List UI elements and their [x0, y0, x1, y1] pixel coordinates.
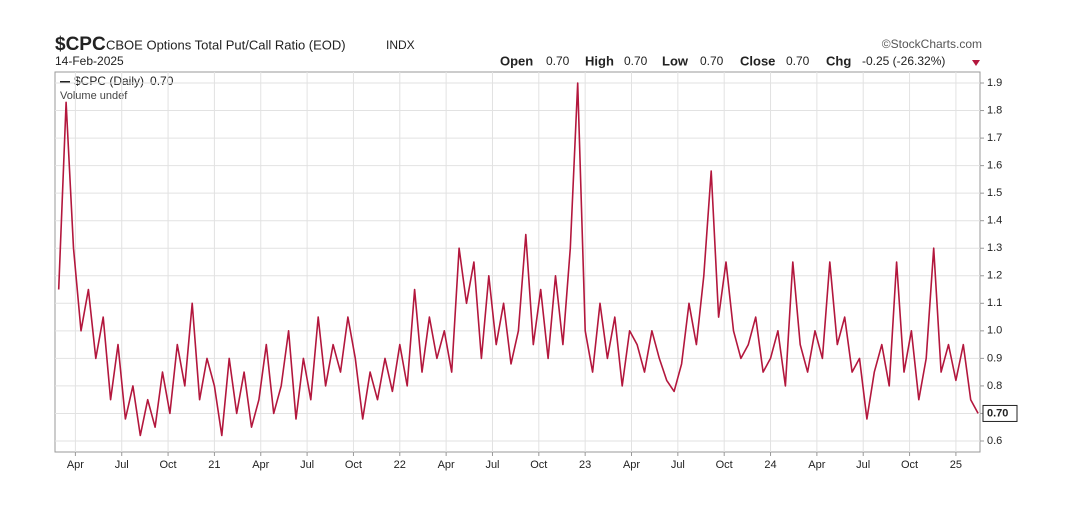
x-tick-label: Apr	[252, 459, 269, 471]
y-tick-label: 0.6	[987, 435, 1002, 447]
x-tick-label: Apr	[623, 459, 640, 471]
x-tick-label: Oct	[345, 459, 362, 471]
x-tick-label: Jul	[300, 459, 314, 471]
line	[57, 82, 979, 437]
symbol: $CPC	[55, 34, 106, 55]
exchange: INDX	[386, 38, 415, 52]
x-tick-label: Apr	[808, 459, 825, 471]
x-tick-label: Oct	[901, 459, 918, 471]
x-tick-label: Apr	[67, 459, 84, 471]
y-tick-label: 0.8	[987, 380, 1002, 392]
y-tick-label: 0.9	[987, 352, 1002, 364]
quote-value: -0.25 (-26.32%)	[862, 54, 945, 68]
source: ©StockCharts.com	[882, 37, 982, 51]
x-tick-label: Apr	[438, 459, 455, 471]
y-tick-label: 1.8	[987, 104, 1002, 116]
x-tick-label: Jul	[856, 459, 870, 471]
x-tick-label: 23	[579, 459, 591, 471]
y-tick-label: 1.9	[987, 77, 1002, 89]
chart-title: CBOE Options Total Put/Call Ratio (EOD)	[106, 37, 346, 52]
quote-value: 0.70	[546, 54, 570, 68]
x-tick-label: 21	[208, 459, 220, 471]
legend-value: 0.70	[150, 74, 174, 88]
y-tick-label: 1.7	[987, 132, 1002, 144]
x-tick-label: Oct	[530, 459, 547, 471]
y-tick-label: 1.3	[987, 242, 1002, 254]
y-tick-label: 1.5	[987, 187, 1002, 199]
y-tick-label: 1.1	[987, 297, 1002, 309]
down-arrow	[972, 60, 980, 66]
last-value-box	[982, 404, 1018, 422]
y-tick-label: 1.2	[987, 270, 1002, 282]
x-tick-label: Jul	[115, 459, 129, 471]
y-tick-label: 1.0	[987, 325, 1002, 337]
quote-label: Low	[662, 53, 689, 68]
x-tick-label: Oct	[716, 459, 733, 471]
quote-label: Open	[500, 53, 533, 68]
legend-label: $CPC (Daily)	[74, 74, 144, 88]
x-tick-label: Jul	[671, 459, 685, 471]
last-value-label: 0.70	[987, 407, 1008, 419]
y-tick-label: 1.4	[987, 215, 1002, 227]
x-tick-label: 24	[764, 459, 776, 471]
quote-value: 0.70	[786, 54, 810, 68]
x-tick-label: Jul	[485, 459, 499, 471]
y-tick-label: 1.6	[987, 160, 1002, 172]
quote-value: 0.70	[700, 54, 724, 68]
plot-frame	[54, 71, 981, 453]
quote-label: High	[585, 53, 614, 68]
quote-label: Chg	[826, 53, 851, 68]
x-tick-label: Oct	[160, 459, 177, 471]
x-tick-label: 22	[394, 459, 406, 471]
volume-note: Volume undef	[60, 90, 128, 102]
x-tick-label: 25	[950, 459, 962, 471]
date: 14-Feb-2025	[55, 54, 124, 68]
quote-value: 0.70	[624, 54, 648, 68]
quote-label: Close	[740, 53, 775, 68]
